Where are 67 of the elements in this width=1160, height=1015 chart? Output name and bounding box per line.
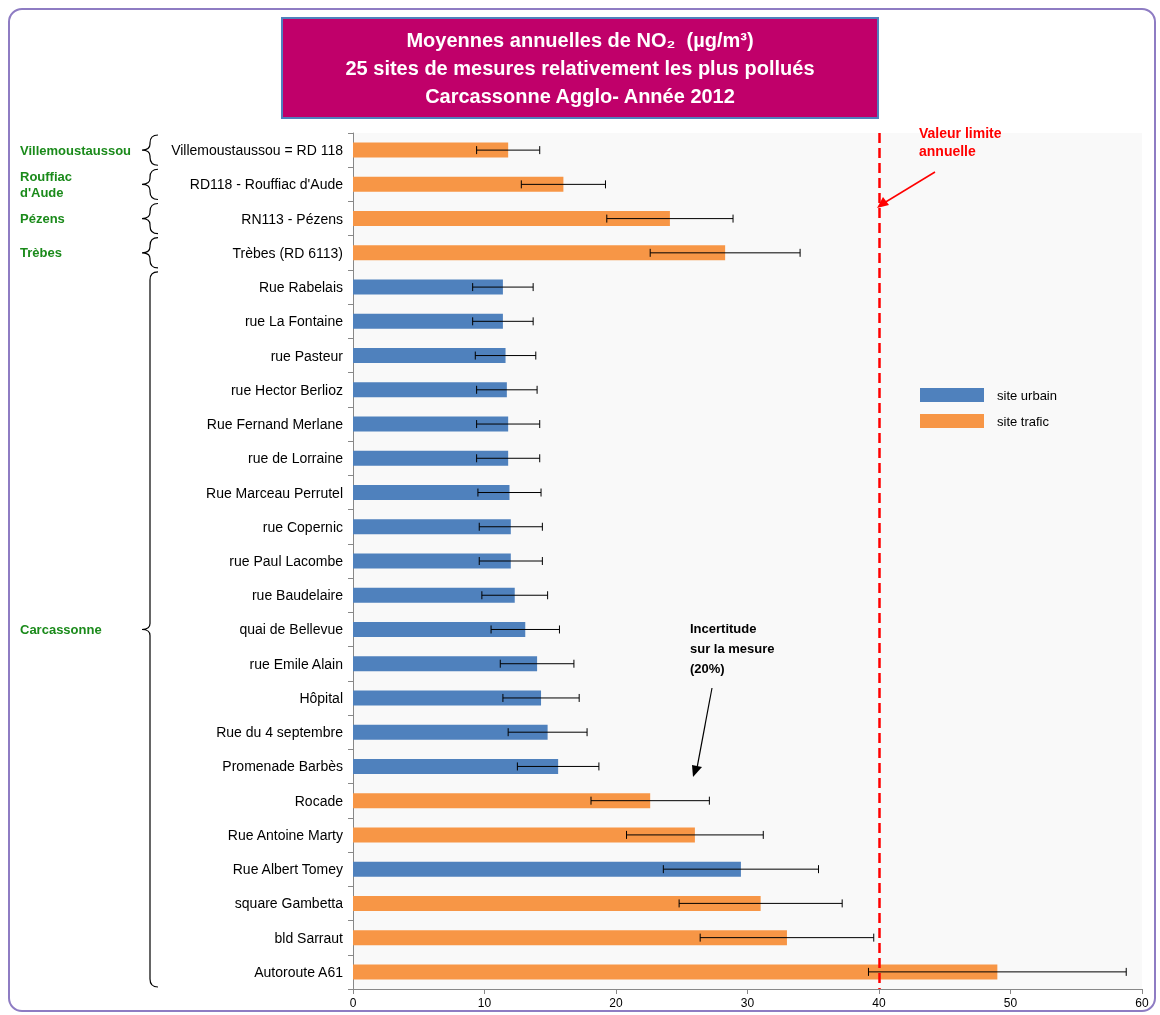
y-tick-label: rue de Lorraine (248, 450, 344, 467)
y-tick-label: RD118 - Rouffiac d'Aude (189, 176, 344, 193)
bar (353, 279, 503, 295)
bar (353, 758, 559, 774)
bar (353, 861, 741, 877)
bar (353, 348, 506, 364)
bar (353, 553, 511, 569)
bar (353, 827, 695, 843)
y-tick-label: Hôpital (299, 689, 343, 706)
annotation: Incertitude sur la mesure (20%) (690, 620, 775, 676)
y-tick-label: Villemoustaussou = RD 118 (171, 142, 344, 159)
bar (353, 690, 542, 706)
x-tick-label: 10 (477, 996, 492, 1010)
x-tick-label: 0 (349, 996, 357, 1010)
y-tick-label: rue La Fontaine (244, 313, 344, 330)
chart-title: Moyennes annuelles de NO₂ (µg/m³) 25 sites de mesures relativement les plus pollués Carcassonne Agglo- Année 2012 (345, 29, 815, 107)
x-tick-label: 50 (1003, 996, 1018, 1010)
ref-line-label: Valeur limite annuelle (919, 125, 1006, 159)
bar (353, 964, 998, 980)
y-tick-label: rue Hector Berlioz (230, 381, 343, 398)
y-tick-label: quai de Bellevue (239, 621, 344, 638)
bar (353, 519, 511, 535)
y-tick-label: Promenade Barbès (222, 758, 343, 775)
bar (353, 930, 787, 946)
text: Rouffiac d'Aude (20, 168, 72, 200)
legend-label: site urbain (997, 387, 1057, 403)
bar (353, 724, 548, 740)
y-tick-label: square Gambetta (234, 895, 344, 912)
bar (353, 656, 538, 672)
x-tick-label: 60 (1135, 996, 1149, 1010)
bar (353, 450, 509, 466)
bar (353, 621, 526, 637)
bar (353, 793, 651, 809)
y-tick-label: Rue Marceau Perrutel (206, 484, 343, 501)
bar (353, 142, 509, 158)
y-tick-label: RN113 - Pézens (241, 210, 343, 227)
y-tick-label: Rue Antoine Marty (227, 826, 343, 843)
y-tick-label: rue Baudelaire (251, 587, 344, 604)
bar (353, 245, 726, 261)
text: Carcassonne (20, 621, 102, 637)
text: Trèbes (20, 245, 62, 261)
bar (353, 382, 507, 398)
x-tick-label: 40 (872, 996, 886, 1010)
y-tick-label: Rue Rabelais (258, 279, 343, 296)
bar (353, 313, 503, 329)
bar (353, 485, 510, 501)
y-tick-label: rue Emile Alain (249, 655, 343, 672)
y-tick-label: rue Pasteur (270, 347, 344, 364)
bar (353, 416, 509, 432)
text: Villemoustaussou (20, 142, 132, 158)
y-tick-label: rue Paul Lacombe (229, 553, 344, 569)
text: Pézens (20, 211, 65, 227)
bar (353, 895, 761, 911)
y-tick-label: Rue Albert Tomey (232, 861, 343, 878)
bar (353, 211, 670, 227)
legend-label: site trafic (997, 413, 1050, 429)
x-tick-label: 30 (740, 996, 755, 1010)
x-tick-label: 20 (609, 996, 623, 1010)
y-tick-label: rue Copernic (262, 518, 343, 535)
y-tick-label: Rue du 4 septembre (216, 724, 344, 741)
y-tick-label: bld Sarraut (274, 929, 344, 946)
bar (353, 587, 515, 603)
y-tick-label: Rocade (294, 792, 344, 809)
y-tick-label: Autoroute A61 (254, 963, 344, 980)
bar (353, 176, 564, 192)
y-tick-label: Trèbes (RD 6113) (232, 244, 343, 261)
y-tick-label: Rue Fernand Merlane (206, 416, 344, 433)
